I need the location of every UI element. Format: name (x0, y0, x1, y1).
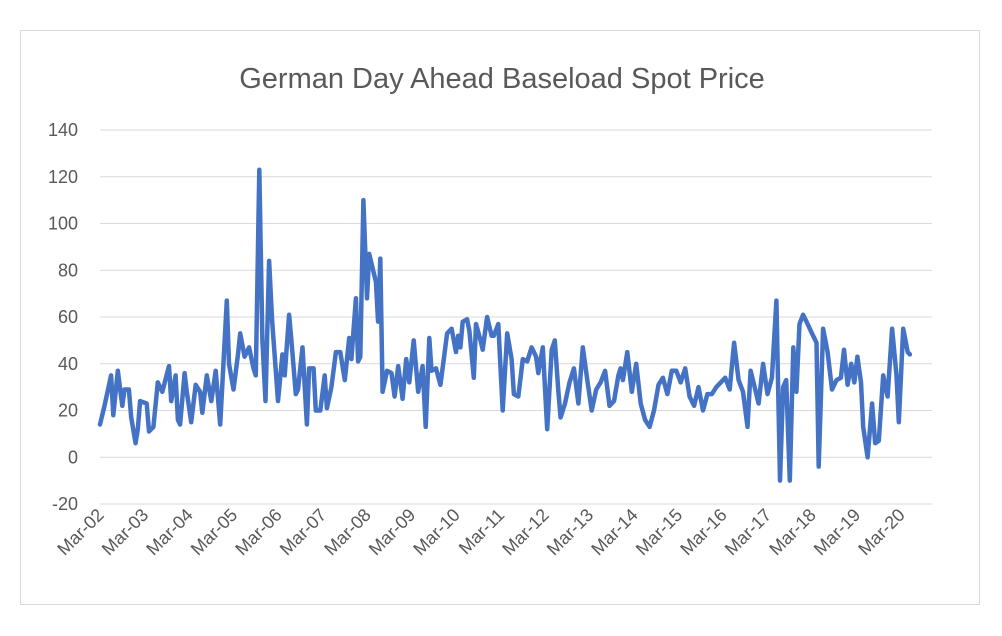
x-tick-label: Mar-12 (498, 505, 552, 559)
x-tick-label: Mar-06 (231, 505, 285, 559)
y-tick-label: 80 (58, 260, 78, 280)
x-axis-tick-labels: Mar-02Mar-03Mar-04Mar-05Mar-06Mar-07Mar-… (53, 505, 908, 559)
x-tick-label: Mar-10 (409, 505, 463, 559)
y-tick-label: -20 (52, 494, 78, 514)
x-tick-label: Mar-08 (320, 505, 374, 559)
y-tick-label: 20 (58, 401, 78, 421)
y-tick-label: 100 (48, 214, 78, 234)
x-tick-label: Mar-11 (455, 505, 509, 559)
series-line (97, 167, 913, 483)
y-tick-label: 120 (48, 167, 78, 187)
series-layer (97, 167, 913, 483)
x-tick-label: Mar-18 (765, 505, 819, 559)
x-tick-label: Mar-13 (543, 505, 597, 559)
x-tick-label: Mar-17 (721, 505, 775, 559)
x-tick-label: Mar-09 (365, 505, 419, 559)
x-tick-label: Mar-05 (187, 505, 241, 559)
y-tick-label: 0 (68, 447, 78, 467)
x-tick-label: Mar-03 (98, 505, 152, 559)
y-axis-tick-labels: -20 0 20 40 60 80 100 120 140 (48, 120, 78, 514)
x-tick-label: Mar-16 (676, 505, 730, 559)
line-chart: German Day Ahead Baseload Spot Price -20… (48, 63, 932, 559)
x-tick-label: Mar-20 (854, 505, 908, 559)
x-tick-label: Mar-04 (142, 505, 196, 559)
y-tick-label: 40 (58, 354, 78, 374)
y-tick-label: 60 (58, 307, 78, 327)
x-tick-label: Mar-14 (587, 505, 641, 559)
chart-title: German Day Ahead Baseload Spot Price (239, 63, 765, 95)
x-tick-label: Mar-07 (276, 505, 330, 559)
chart-frame: German Day Ahead Baseload Spot Price -20… (20, 30, 980, 605)
y-tick-label: 140 (48, 120, 78, 140)
x-tick-label: Mar-15 (632, 505, 686, 559)
x-tick-label: Mar-19 (810, 505, 864, 559)
